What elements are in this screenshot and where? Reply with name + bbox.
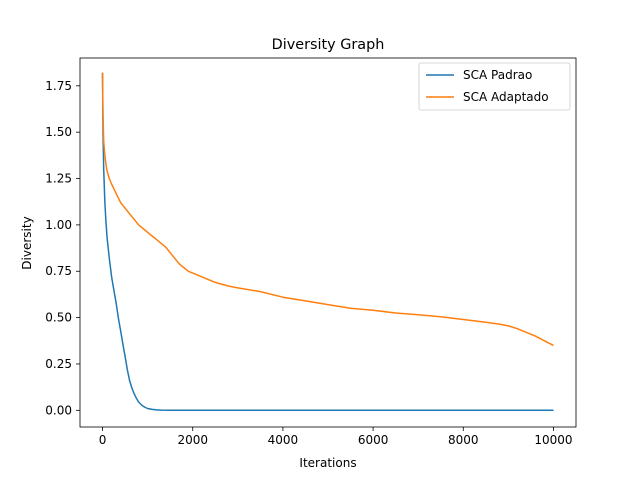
plot-lines (101, 72, 554, 412)
y-tick-label: 0.75 (45, 264, 72, 278)
y-tick-label: 0.50 (45, 311, 72, 325)
x-axis-label: Iterations (299, 456, 356, 470)
legend-box (418, 62, 571, 111)
x-tick-label: 0 (99, 433, 107, 447)
chart-title: Diversity Graph (272, 37, 385, 53)
x-tick-label: 10000 (534, 433, 572, 447)
series-line-sca-adaptado (101, 72, 554, 347)
x-tick-label: 6000 (358, 433, 389, 447)
legend-label-sca-adaptado: SCA Adaptado (463, 90, 549, 104)
x-tick-label: 8000 (448, 433, 479, 447)
legend: SCA Padrao SCA Adaptado (418, 62, 571, 111)
y-tick-label: 0.25 (45, 357, 72, 371)
y-axis-ticks: 0.00 0.25 0.50 0.75 1.00 1.25 1.50 1.75 (45, 79, 80, 417)
legend-label-sca-padrao: SCA Padrao (463, 68, 532, 82)
x-tick-label: 4000 (268, 433, 299, 447)
series-line-sca-padrao (101, 72, 554, 412)
y-tick-label: 1.00 (45, 218, 72, 232)
plot-frame (79, 57, 577, 428)
x-tick-label: 2000 (177, 433, 208, 447)
y-axis-label: Diversity (20, 216, 34, 269)
y-tick-label: 1.75 (45, 79, 72, 93)
y-tick-label: 1.50 (45, 125, 72, 139)
y-tick-label: 1.25 (45, 172, 72, 186)
x-axis-ticks: 0 2000 4000 6000 8000 10000 (99, 427, 573, 447)
y-tick-label: 0.00 (45, 403, 72, 417)
